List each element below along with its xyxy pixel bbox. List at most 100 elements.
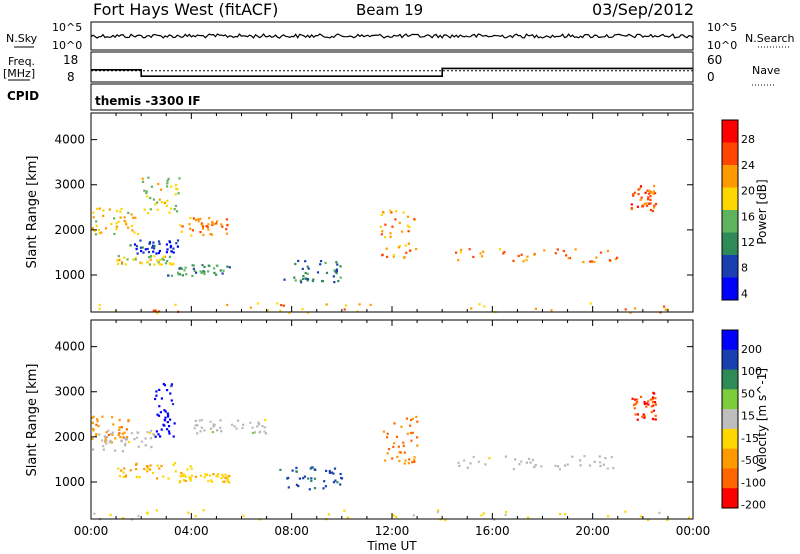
scatter-cell (283, 278, 286, 281)
time-tick-label: 04:00 (174, 524, 209, 538)
scatter-cell (196, 432, 199, 435)
scatter-cell (295, 470, 298, 473)
scatter-cell (152, 250, 155, 253)
scatter-cell (149, 258, 152, 261)
scatter-cell (146, 469, 149, 472)
scatter-cell (323, 480, 326, 483)
scatter-cell (221, 473, 224, 476)
scatter-cell (533, 466, 536, 469)
power-colorbar-tick: 4 (741, 287, 748, 300)
scatter-cell (194, 419, 197, 422)
scatter-cell (333, 269, 336, 272)
freq-panel-frame (90, 51, 694, 83)
scatter-cell (174, 303, 177, 306)
scatter-cell (206, 226, 209, 229)
scatter-cell (108, 441, 111, 444)
scatter-cell (97, 425, 100, 428)
scatter-cell (319, 260, 323, 263)
scatter-cell (217, 473, 220, 476)
scatter-cell (636, 413, 639, 416)
scatter-cell (194, 514, 197, 518)
scatter-cell (412, 514, 415, 517)
scatter-cell (612, 467, 615, 470)
scatter-cell (122, 475, 125, 478)
power-colorbar-label: Power [dB] (755, 179, 769, 244)
scatter-cell (172, 247, 175, 250)
scatter-cell (332, 275, 335, 278)
scatter-cell (381, 230, 384, 233)
scatter-cell (646, 204, 649, 207)
nsky-series-line (90, 33, 694, 39)
scatter-cell (148, 263, 151, 266)
scatter-cell (504, 513, 507, 516)
scatter-cell (381, 254, 384, 257)
scatter-cell (415, 415, 418, 418)
scatter-cell (386, 432, 389, 435)
scatter-cell (191, 229, 194, 232)
scatter-cell (389, 232, 392, 235)
velocity-colorbar-segment (722, 409, 738, 430)
scatter-cell (174, 470, 177, 473)
scatter-cell (129, 244, 132, 247)
scatter-cell (100, 231, 103, 234)
scatter-cell (402, 444, 405, 447)
scatter-cell (207, 270, 210, 273)
scatter-cell (533, 253, 536, 256)
scatter-cell (135, 475, 138, 478)
scatter-cell (654, 418, 657, 421)
scatter-cell (183, 474, 186, 477)
scatter-cell (166, 248, 169, 251)
scatter-cell (459, 251, 462, 254)
scatter-cell (146, 260, 149, 264)
scatter-cell (651, 396, 655, 399)
scatter-cell (156, 312, 159, 315)
scatter-cell (118, 419, 121, 422)
scatter-cell (226, 475, 229, 478)
scatter-cell (158, 467, 161, 470)
scatter-cell (406, 432, 409, 435)
scatter-cell (140, 262, 143, 265)
scatter-cell (149, 208, 152, 211)
scatter-cell (144, 444, 148, 447)
velocity-panel: 1000 2000 3000 4000 (54, 319, 694, 522)
scatter-cell (579, 464, 582, 467)
power-colorbar-segment (722, 255, 738, 278)
scatter-cell (137, 232, 140, 236)
scatter-cell (313, 477, 317, 480)
scatter-cell (403, 462, 406, 465)
scatter-cell (480, 514, 483, 517)
scatter-cell (392, 255, 395, 258)
scatter-cell (130, 432, 134, 435)
scatter-cell (131, 229, 134, 232)
scatter-cell (163, 201, 167, 204)
scatter-cell (158, 198, 161, 201)
scatter-cell (139, 261, 142, 264)
scatter-cell (118, 432, 121, 435)
scatter-cell (409, 249, 412, 252)
scatter-cell (395, 515, 398, 518)
scatter-cell (184, 475, 187, 478)
scatter-cell (654, 403, 657, 406)
power-colorbar-segment (722, 232, 738, 256)
scatter-cell (343, 308, 346, 311)
scatter-cell (174, 184, 178, 187)
scatter-cell (194, 219, 198, 222)
scatter-cell (646, 189, 649, 192)
scatter-cell (143, 189, 146, 192)
scatter-cell (102, 448, 105, 451)
scatter-cell (380, 213, 383, 217)
scatter-cell (648, 202, 651, 205)
scatter-cell (115, 228, 118, 231)
velocity-colorbar-tick: 200 (741, 343, 762, 356)
scatter-cell (141, 246, 144, 249)
scatter-cell (293, 276, 296, 279)
scatter-cell (266, 309, 269, 312)
scatter-cell (109, 513, 112, 516)
scatter-cell (398, 451, 401, 454)
power-colorbar-segment (722, 210, 738, 233)
scatter-cell (416, 444, 419, 447)
scatter-cell (593, 260, 596, 263)
scatter-cell (346, 516, 349, 519)
scatter-cell (177, 273, 180, 276)
scatter-cell (108, 208, 111, 211)
